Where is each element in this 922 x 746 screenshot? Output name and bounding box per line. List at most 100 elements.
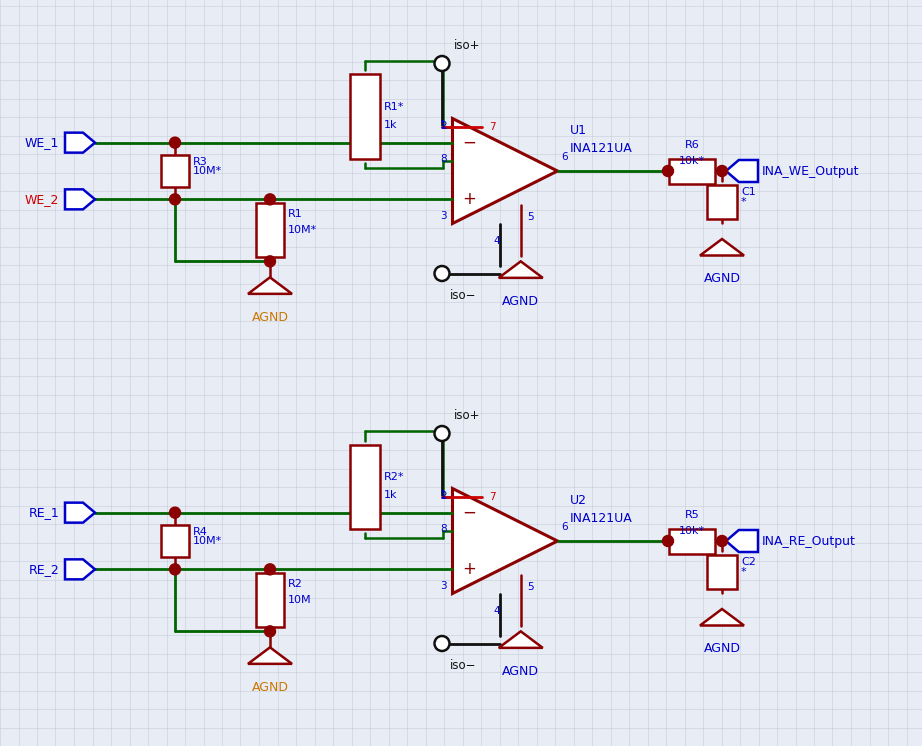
Text: +: +: [463, 560, 477, 578]
Text: *: *: [741, 197, 747, 207]
Text: U2: U2: [570, 495, 586, 507]
Polygon shape: [499, 261, 543, 278]
Circle shape: [265, 194, 276, 205]
Text: 6: 6: [561, 152, 568, 162]
Text: 1: 1: [440, 120, 446, 130]
Polygon shape: [65, 133, 95, 153]
Circle shape: [170, 564, 181, 575]
Polygon shape: [453, 489, 558, 594]
Text: R4: R4: [193, 527, 207, 537]
Circle shape: [434, 426, 450, 441]
Text: R1*: R1*: [384, 101, 405, 112]
Text: iso+: iso+: [454, 39, 480, 52]
Polygon shape: [248, 648, 292, 664]
Text: INA_WE_Output: INA_WE_Output: [762, 165, 859, 178]
Circle shape: [170, 137, 181, 148]
Circle shape: [716, 166, 727, 177]
Text: −: −: [463, 504, 477, 521]
Text: 4: 4: [493, 606, 501, 616]
Text: 3: 3: [440, 211, 446, 222]
Text: AGND: AGND: [502, 295, 539, 308]
Text: INA121UA: INA121UA: [570, 513, 632, 525]
Text: −: −: [463, 134, 477, 151]
Text: C1: C1: [741, 187, 756, 198]
Text: 7: 7: [490, 492, 496, 502]
Polygon shape: [65, 560, 95, 580]
Text: 2: 2: [440, 121, 446, 131]
Text: 10M*: 10M*: [193, 536, 222, 546]
Text: WE_1: WE_1: [25, 137, 59, 149]
Polygon shape: [65, 503, 95, 523]
Bar: [707, 185, 737, 219]
Text: R2*: R2*: [384, 471, 405, 482]
Text: U1: U1: [570, 125, 586, 137]
Circle shape: [716, 536, 727, 547]
Text: R2: R2: [288, 579, 302, 589]
Bar: [669, 528, 715, 554]
Text: AGND: AGND: [502, 665, 539, 678]
Polygon shape: [700, 239, 744, 255]
Text: R6: R6: [685, 140, 700, 150]
Text: R5: R5: [685, 510, 700, 520]
Circle shape: [265, 626, 276, 637]
Polygon shape: [726, 530, 758, 552]
Text: R3: R3: [193, 157, 207, 167]
Circle shape: [434, 636, 450, 651]
Text: 5: 5: [526, 582, 533, 592]
Text: AGND: AGND: [252, 311, 289, 324]
Text: iso−: iso−: [450, 659, 477, 672]
Text: AGND: AGND: [703, 642, 740, 656]
Text: 10M*: 10M*: [288, 225, 317, 235]
Text: 10k*: 10k*: [679, 156, 705, 166]
Polygon shape: [726, 160, 758, 182]
Polygon shape: [65, 189, 95, 210]
Circle shape: [170, 507, 181, 518]
Bar: [350, 75, 380, 159]
Polygon shape: [248, 278, 292, 294]
Bar: [350, 445, 380, 529]
Text: R1: R1: [288, 209, 302, 219]
Circle shape: [170, 194, 181, 205]
Text: INA_RE_Output: INA_RE_Output: [762, 534, 856, 548]
Circle shape: [663, 166, 673, 177]
Text: 5: 5: [526, 212, 533, 222]
Text: WE_2: WE_2: [25, 193, 59, 206]
Text: 10k*: 10k*: [679, 526, 705, 536]
Text: INA121UA: INA121UA: [570, 142, 632, 155]
Text: 2: 2: [440, 491, 446, 501]
Polygon shape: [700, 609, 744, 625]
Polygon shape: [499, 631, 543, 648]
Text: 7: 7: [490, 122, 496, 132]
Text: iso−: iso−: [450, 289, 477, 302]
Text: C2: C2: [741, 557, 756, 568]
Circle shape: [265, 564, 276, 575]
Text: iso+: iso+: [454, 409, 480, 422]
Circle shape: [434, 266, 450, 281]
Bar: [669, 158, 715, 184]
Text: 10M: 10M: [288, 595, 312, 605]
Bar: [161, 155, 189, 186]
Bar: [256, 574, 284, 627]
Circle shape: [663, 536, 673, 547]
Text: 1k: 1k: [384, 119, 397, 130]
Text: +: +: [463, 190, 477, 208]
Text: RE_1: RE_1: [29, 506, 59, 519]
Text: *: *: [741, 567, 747, 577]
Text: 1: 1: [440, 490, 446, 500]
Text: 6: 6: [561, 522, 568, 532]
Bar: [256, 204, 284, 257]
Text: AGND: AGND: [252, 681, 289, 694]
Bar: [161, 525, 189, 557]
Text: 8: 8: [440, 524, 446, 533]
Bar: [707, 555, 737, 589]
Text: AGND: AGND: [703, 272, 740, 286]
Text: 1k: 1k: [384, 489, 397, 500]
Polygon shape: [453, 119, 558, 224]
Text: 10M*: 10M*: [193, 166, 222, 176]
Circle shape: [434, 56, 450, 71]
Text: 8: 8: [440, 154, 446, 163]
Text: 4: 4: [493, 236, 501, 246]
Text: 3: 3: [440, 581, 446, 592]
Text: RE_2: RE_2: [29, 562, 59, 576]
Circle shape: [265, 256, 276, 267]
